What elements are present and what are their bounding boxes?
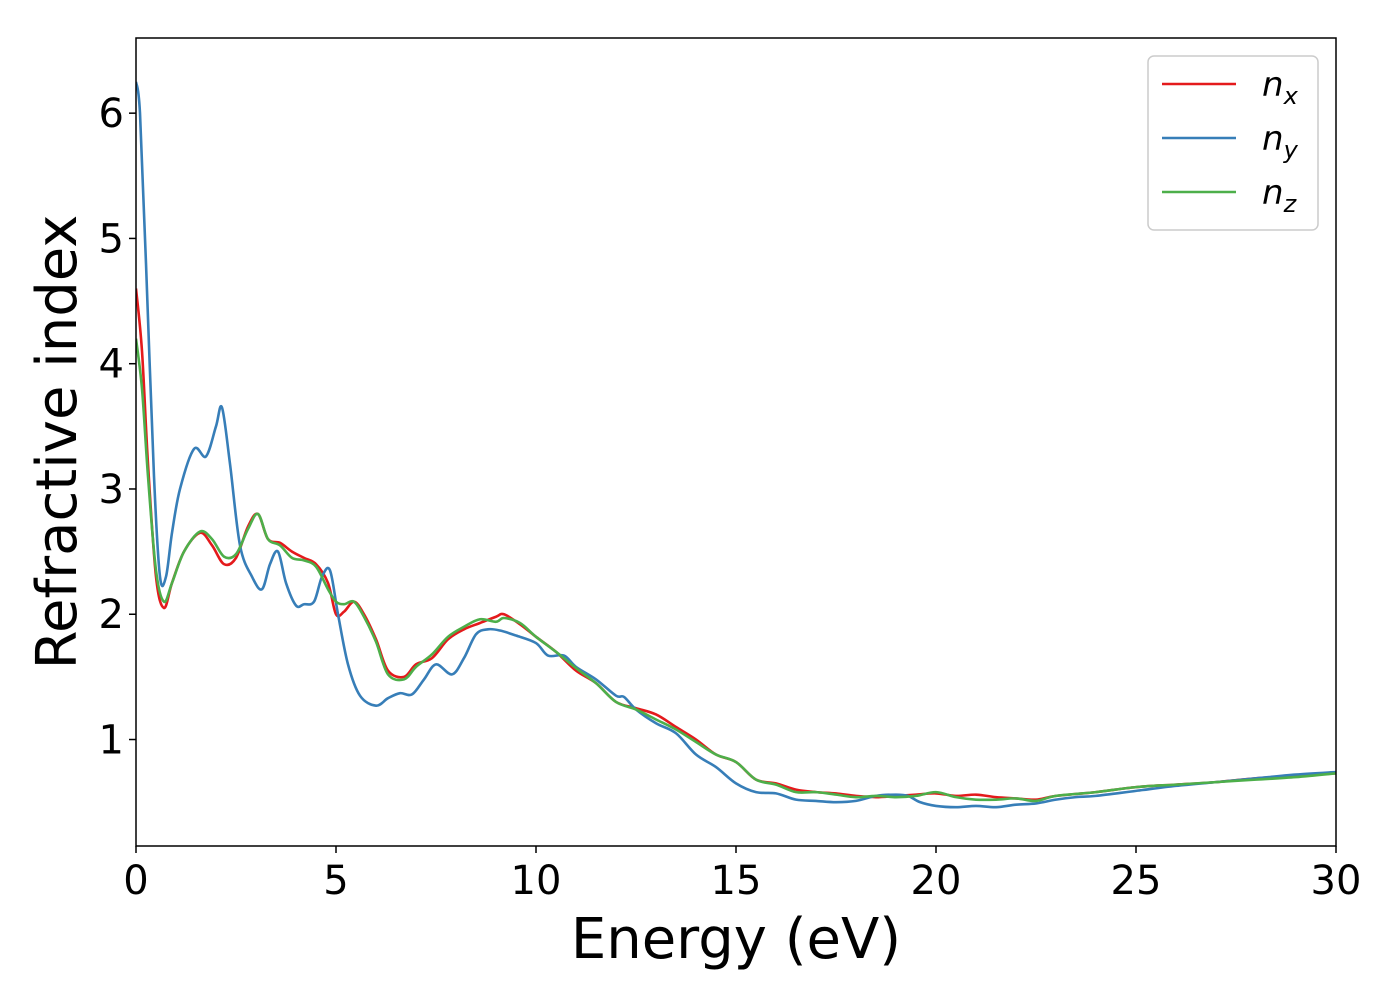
series-line-nz [136, 338, 1336, 803]
y-axis: 1 2 3 4 5 6 [99, 91, 136, 764]
x-tick-label: 5 [323, 858, 348, 904]
y-tick-label: 1 [99, 718, 124, 764]
x-tick-label: 25 [1111, 858, 1162, 904]
y-tick-label: 4 [99, 342, 124, 388]
x-axis-title: Energy (eV) [571, 907, 901, 972]
y-tick-label: 3 [99, 467, 124, 513]
x-axis: 0 5 10 15 20 25 30 [123, 846, 1361, 904]
x-tick-label: 10 [511, 858, 562, 904]
y-tick-label: 2 [99, 592, 124, 638]
series-line-ny [136, 81, 1336, 809]
x-tick-label: 30 [1311, 858, 1362, 904]
y-axis-title: Refractive index [25, 215, 90, 670]
y-tick-label: 6 [99, 91, 124, 137]
x-tick-label: 15 [711, 858, 762, 904]
x-tick-label: 0 [123, 858, 148, 904]
x-tick-label: 20 [911, 858, 962, 904]
series-layer [136, 81, 1336, 809]
legend-box [1147, 55, 1319, 231]
y-tick-label: 5 [99, 216, 124, 262]
